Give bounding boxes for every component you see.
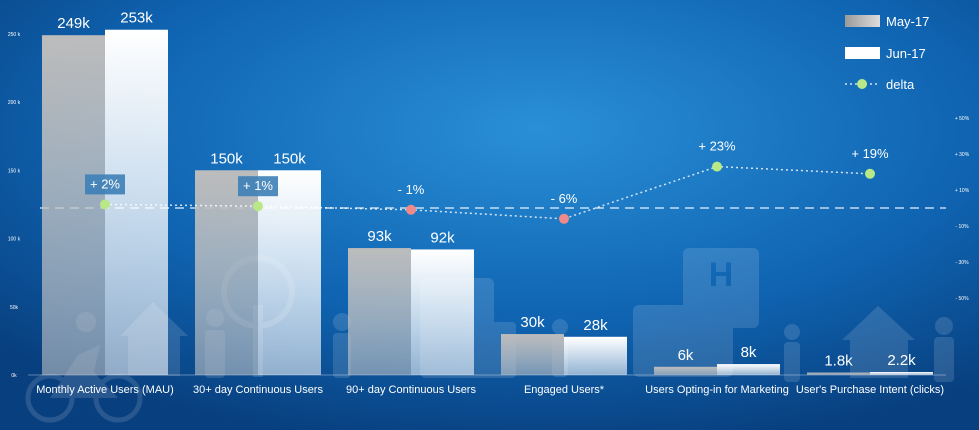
bar-jun-17 <box>717 364 780 375</box>
person-icon <box>934 317 954 382</box>
delta-label: + 19% <box>851 146 889 161</box>
delta-point <box>253 201 263 212</box>
delta-label: + 1% <box>243 178 273 193</box>
bar-value-label-jun-17: 253k <box>120 10 153 27</box>
bar-value-label-jun-17: 2.2k <box>887 352 916 369</box>
y-axis-right-tick-label: - 30% <box>955 260 969 266</box>
delta-point <box>712 161 722 172</box>
category-label: 30+ day Continuous Users <box>193 384 323 396</box>
y-axis-right-tick-label: - 50% <box>955 296 969 302</box>
delta-point <box>865 168 875 179</box>
bar-may-17 <box>348 248 411 375</box>
bar-value-label-may-17: 30k <box>520 314 545 331</box>
y-axis-left-tick-label: 0k <box>11 373 17 379</box>
category-label: 90+ day Continuous Users <box>346 384 476 396</box>
bar-value-label-may-17: 1.8k <box>824 353 853 370</box>
category-label: Monthly Active Users (MAU) <box>36 384 174 396</box>
y-axis-right-tick-label: + 50% <box>955 116 970 122</box>
y-axis-left-tick-label: 150 k <box>8 168 21 174</box>
bar-may-17 <box>195 170 258 375</box>
y-axis-left-tick-label: 200 k <box>8 100 21 106</box>
y-axis-left-tick-label: 250 k <box>8 32 21 38</box>
bar-may-17 <box>501 334 564 375</box>
series-may-17 <box>42 35 870 376</box>
bar-value-label-may-17: 6k <box>678 347 694 364</box>
delta-label: + 23% <box>698 139 736 154</box>
bar-value-label-may-17: 249k <box>57 15 90 32</box>
delta-labels: + 2% + 1% - 1% - 6% + 23% + 19% <box>85 139 889 206</box>
legend-label-may-17: May-17 <box>886 14 929 29</box>
y-axis-left: 0k 50k 100 k 150 k 200 k 250 k <box>8 32 21 379</box>
delta-line <box>104 165 871 220</box>
legend-label-jun-17: Jun-17 <box>886 46 926 61</box>
legend-swatch-jun-17 <box>845 47 880 59</box>
category-label: User's Purchase Intent (clicks) <box>796 384 944 396</box>
bar-jun-17 <box>870 371 933 375</box>
delta-point <box>406 204 416 215</box>
delta-label-box <box>85 174 125 195</box>
bar-jun-17 <box>564 336 627 375</box>
delta-label: + 2% <box>90 176 120 191</box>
bar-value-label-jun-17: 8k <box>741 344 757 361</box>
bar-value-label-may-17: 150k <box>210 150 243 167</box>
legend: May-17 Jun-17 delta <box>845 14 929 92</box>
bar-value-label-jun-17: 28k <box>583 317 608 334</box>
bar-value-label-may-17: 93k <box>367 228 392 245</box>
bar-value-labels: 249k 150k 93k 30k 6k 1.8k 253k 150k 92k … <box>57 10 916 370</box>
bar-jun-17 <box>258 170 321 375</box>
person-icon <box>784 324 800 382</box>
y-axis-right: - 50% - 30% - 10% + 10% + 30% + 50% <box>955 116 970 302</box>
y-axis-right-tick-label: + 10% <box>955 188 970 194</box>
category-label: Engaged Users* <box>524 384 605 396</box>
delta-label: - 1% <box>398 182 425 197</box>
legend-swatch-may-17 <box>845 15 880 27</box>
bar-value-label-jun-17: 150k <box>273 150 306 167</box>
person-icon <box>333 313 351 378</box>
delta-point <box>559 213 569 224</box>
hospital-icon: H <box>633 248 759 377</box>
bar-jun-17 <box>105 29 168 376</box>
bar-jun-17 <box>411 249 474 375</box>
legend-swatch-delta-point <box>857 79 867 89</box>
y-axis-left-tick-label: 50k <box>10 305 19 311</box>
bar-may-17 <box>42 35 105 376</box>
series-jun-17 <box>105 29 933 376</box>
svg-text:H: H <box>709 256 734 294</box>
delta-points <box>100 161 875 224</box>
y-axis-right-tick-label: + 30% <box>955 152 970 158</box>
x-axis-category-labels: Monthly Active Users (MAU) 30+ day Conti… <box>36 384 944 396</box>
y-axis-left-tick-label: 100 k <box>8 237 21 243</box>
delta-label: - 6% <box>551 191 578 206</box>
delta-label-box <box>238 176 278 197</box>
bar-value-label-jun-17: 92k <box>430 229 455 246</box>
delta-point <box>100 199 110 210</box>
house-icon <box>842 306 915 378</box>
category-label: Users Opting-in for Marketing <box>645 384 789 396</box>
bar-may-17 <box>654 366 717 375</box>
legend-label-delta: delta <box>886 77 915 92</box>
y-axis-right-tick-label: - 10% <box>955 224 969 230</box>
bar-may-17 <box>807 372 870 375</box>
